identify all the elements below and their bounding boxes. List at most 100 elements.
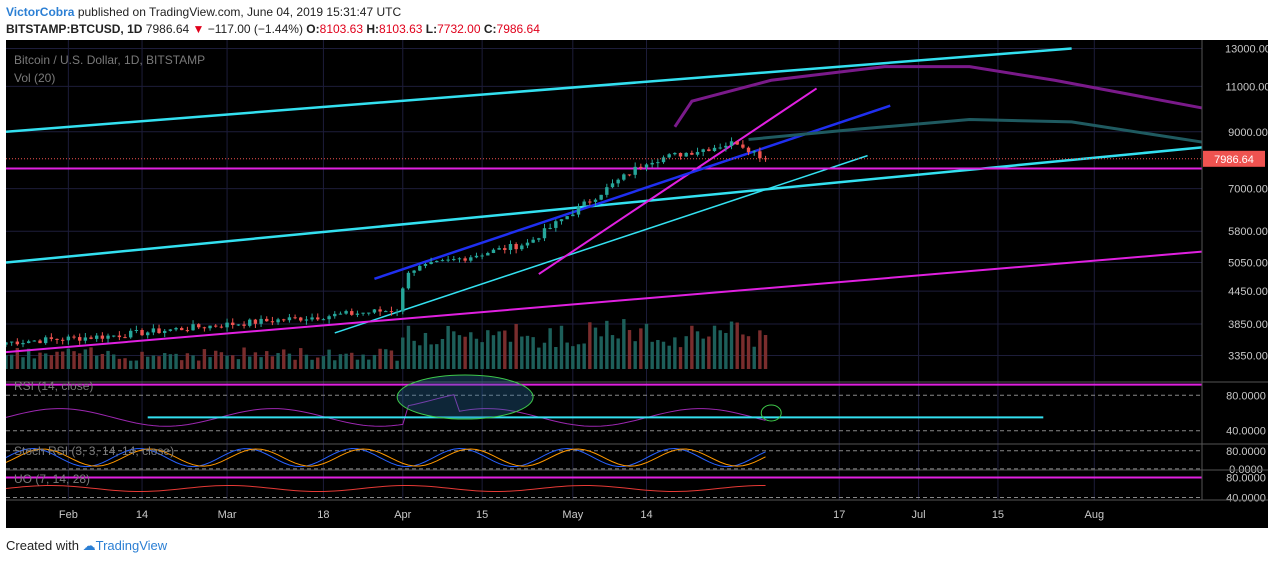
candle-body: [695, 151, 700, 155]
x-tick-label: Mar: [218, 509, 237, 521]
publish-info: VictorCobra published on TradingView.com…: [6, 5, 401, 19]
candle-body: [163, 330, 167, 334]
high-label: H:: [366, 22, 380, 36]
indicator-panes: 80.000040.000080.00000.000080.000040.000…: [6, 374, 1268, 505]
candle-body: [9, 341, 14, 343]
candle-body: [94, 335, 99, 339]
price-value: 7986.64: [145, 22, 190, 36]
volume-bar: [117, 358, 122, 369]
volume-bar: [32, 358, 37, 369]
candle-body: [140, 330, 144, 336]
candle-body: [474, 255, 479, 258]
volume-bar: [106, 350, 110, 369]
candle-body: [463, 258, 467, 261]
candle-body: [185, 330, 190, 332]
volume-bar: [395, 360, 399, 369]
tradingview-link[interactable]: TradingView: [95, 538, 168, 553]
volume-bar: [633, 341, 637, 369]
candle-body: [106, 335, 110, 339]
candle-body: [701, 149, 705, 152]
candle-body: [32, 340, 37, 342]
volume-bar: [276, 353, 280, 369]
chart-background: [6, 40, 1268, 528]
candle-body: [508, 244, 513, 250]
close-label: C:: [483, 22, 497, 36]
volume-bar: [520, 336, 524, 369]
volume-bar: [191, 355, 195, 369]
volume-bar: [287, 353, 292, 369]
candle-body: [321, 319, 326, 321]
candle-body: [406, 272, 411, 289]
candle-body: [355, 313, 360, 315]
volume-bar: [429, 344, 433, 369]
uo-tick-label: 40.0000: [1226, 493, 1266, 505]
volume-bars: [6, 319, 768, 369]
volume-bar: [440, 338, 445, 369]
last-price-label: 7986.64: [1214, 154, 1254, 166]
candle-body: [282, 319, 286, 321]
volume-bar: [270, 356, 275, 369]
volume-bar: [77, 353, 82, 369]
candle-body: [758, 151, 762, 159]
candle-body: [55, 338, 59, 340]
candle-body: [616, 179, 620, 184]
volume-bar: [367, 359, 371, 369]
candle-body: [656, 162, 660, 164]
volume-bar: [310, 359, 314, 369]
candle-body: [265, 318, 269, 322]
volume-bar: [378, 348, 382, 369]
candle-body: [588, 201, 592, 203]
author-link[interactable]: VictorCobra: [6, 5, 75, 19]
volume-bar: [180, 360, 184, 369]
candle-body: [146, 332, 150, 336]
candle-body: [741, 144, 745, 148]
volume-bar: [463, 336, 467, 369]
volume-bar: [514, 323, 518, 369]
volume-bar: [491, 335, 496, 369]
volume-bar: [350, 352, 354, 369]
last-price-tag: [1203, 150, 1265, 167]
open-value: 8103.63: [319, 22, 364, 36]
candle-body: [197, 324, 201, 328]
volume-bar: [480, 342, 484, 369]
volume-bar: [639, 328, 643, 369]
volume-bar: [265, 351, 269, 369]
magenta-rise-line: [538, 87, 818, 275]
candle-body: [21, 343, 25, 345]
volume-bar: [123, 358, 127, 369]
rsi-line: [6, 394, 766, 427]
candle-body: [287, 317, 292, 321]
volume-bar: [372, 354, 377, 369]
volume-bar: [412, 340, 416, 369]
volume-bar: [559, 325, 564, 369]
volume-bar: [185, 353, 190, 369]
volume-bar: [678, 347, 683, 369]
volume-bar: [690, 325, 694, 369]
candle-body: [389, 311, 394, 313]
volume-bar: [344, 353, 348, 369]
volume-bar: [735, 322, 739, 369]
volume-bar: [554, 347, 558, 369]
volume-bar: [503, 330, 507, 369]
volume-bar: [435, 344, 439, 369]
candle-body: [100, 335, 105, 339]
volume-bar: [100, 353, 105, 369]
candle-body: [344, 311, 348, 314]
volume-bar: [627, 330, 632, 369]
chart-canvas[interactable]: 80.000040.000080.00000.000080.000040.000…: [6, 40, 1268, 528]
volume-bar: [259, 357, 263, 369]
volume-bar: [333, 360, 337, 369]
candle-body: [491, 249, 496, 253]
price-axis: 13000.00 11000.00 9000.00 7000.00 5800.00 505…: [6, 40, 1268, 501]
volume-bar: [146, 356, 150, 369]
volume-bar: [72, 351, 76, 369]
candle-body: [684, 152, 688, 157]
candle-body: [180, 328, 184, 331]
candle-body: [520, 245, 524, 250]
candle-body: [6, 342, 8, 345]
volume-bar: [548, 328, 552, 369]
time-axis: Feb 14 Mar 18 Apr 15 May 14 17 Jul 15 Aug: [59, 509, 1104, 521]
candle-body: [72, 336, 76, 338]
x-tick-label: 17: [833, 509, 845, 521]
y-tick-label: 5050.00: [1228, 258, 1268, 270]
